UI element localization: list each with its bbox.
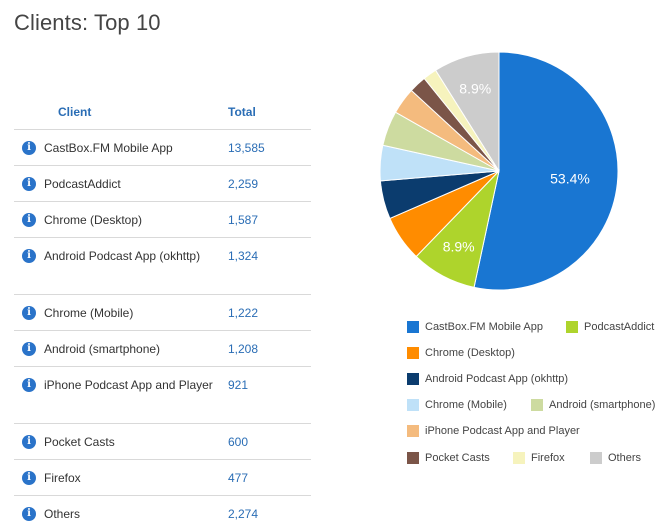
info-icon[interactable]: i <box>22 471 36 485</box>
column-header-client[interactable]: Client <box>58 105 92 119</box>
client-name: Android Podcast App (okhttp) <box>44 249 201 263</box>
client-total: 921 <box>228 378 249 392</box>
table-row: i Chrome (Desktop) 1,587 <box>14 202 311 238</box>
legend-swatch <box>407 399 419 411</box>
info-icon[interactable]: i <box>22 507 36 521</box>
info-icon[interactable]: i <box>22 378 36 392</box>
legend-label: CastBox.FM Mobile App <box>425 321 543 333</box>
info-icon[interactable]: i <box>22 306 36 320</box>
client-name: Firefox <box>44 471 81 485</box>
client-total: 477 <box>228 471 249 485</box>
slice-label: 8.9% <box>459 81 491 97</box>
table-row: i PodcastAddict 2,259 <box>14 166 311 202</box>
legend-label: Android (smartphone) <box>549 399 656 411</box>
column-header-total[interactable]: Total <box>228 105 256 119</box>
client-total: 2,259 <box>228 177 259 191</box>
client-total: 1,324 <box>228 249 259 263</box>
legend-label: iPhone Podcast App and Player <box>425 425 580 437</box>
info-icon[interactable]: i <box>22 249 36 263</box>
pie-chart-svg: 53.4% 8.9% 8.9% <box>379 51 619 291</box>
page-title: Clients: Top 10 <box>14 10 161 35</box>
legend-label: Chrome (Mobile) <box>425 399 507 411</box>
clients-table: Client Total i CastBox.FM Mobile App 13,58… <box>14 98 311 528</box>
info-icon[interactable]: i <box>22 177 36 191</box>
legend-label: Chrome (Desktop) <box>425 347 515 359</box>
client-name: Chrome (Mobile) <box>44 306 134 320</box>
table-row: i iPhone Podcast App and Player 921 <box>14 367 311 424</box>
info-icon[interactable]: i <box>22 141 36 155</box>
table-row: i Android (smartphone) 1,208 <box>14 331 311 367</box>
legend-label: Firefox <box>531 452 565 464</box>
legend-swatch <box>531 399 543 411</box>
client-name: Pocket Casts <box>44 435 115 449</box>
legend-swatch <box>513 452 525 464</box>
legend-swatch <box>407 373 419 385</box>
client-total: 1,222 <box>228 306 259 320</box>
pie-slice[interactable] <box>434 51 500 173</box>
legend-label: PodcastAddict <box>584 321 655 333</box>
client-name: Chrome (Desktop) <box>44 213 143 227</box>
legend-swatch <box>407 321 419 333</box>
legend-swatch <box>566 321 578 333</box>
info-icon[interactable]: i <box>22 213 36 227</box>
legend-swatch <box>407 425 419 437</box>
legend-swatch <box>590 452 602 464</box>
legend-swatch <box>407 452 419 464</box>
table-row: i Android Podcast App (okhttp) 1,324 <box>14 238 311 295</box>
client-total: 13,585 <box>228 141 265 155</box>
legend-swatch <box>407 347 419 359</box>
client-total: 2,274 <box>228 507 259 521</box>
client-total: 600 <box>228 435 249 449</box>
client-total: 1,208 <box>228 342 259 356</box>
client-name: Others <box>44 507 81 521</box>
client-name: Android (smartphone) <box>44 342 161 356</box>
table-header: Client Total <box>14 98 311 130</box>
pie-slice[interactable] <box>473 51 619 291</box>
client-name: iPhone Podcast App and Player <box>44 378 213 392</box>
client-name: CastBox.FM Mobile App <box>44 141 173 155</box>
info-icon[interactable]: i <box>22 435 36 449</box>
table-row: i Others 2,274 <box>14 496 311 528</box>
table-body: i CastBox.FM Mobile App 13,585 i PodcastAddi… <box>14 130 311 528</box>
info-icon[interactable]: i <box>22 342 36 356</box>
table-row: i Chrome (Mobile) 1,222 <box>14 295 311 331</box>
legend-label: Pocket Casts <box>425 452 490 464</box>
table-row: i CastBox.FM Mobile App 13,585 <box>14 130 311 166</box>
client-total: 1,587 <box>228 213 259 227</box>
legend-label: Others <box>608 452 642 464</box>
pie-chart: 53.4% 8.9% 8.9% <box>378 50 620 292</box>
table-row: i Pocket Casts 600 <box>14 424 311 460</box>
client-name: PodcastAddict <box>44 177 121 191</box>
legend-label: Android Podcast App (okhttp) <box>425 373 569 385</box>
slice-label: 8.9% <box>443 239 475 255</box>
slice-label: 53.4% <box>550 171 590 187</box>
table-row: i Firefox 477 <box>14 460 311 496</box>
